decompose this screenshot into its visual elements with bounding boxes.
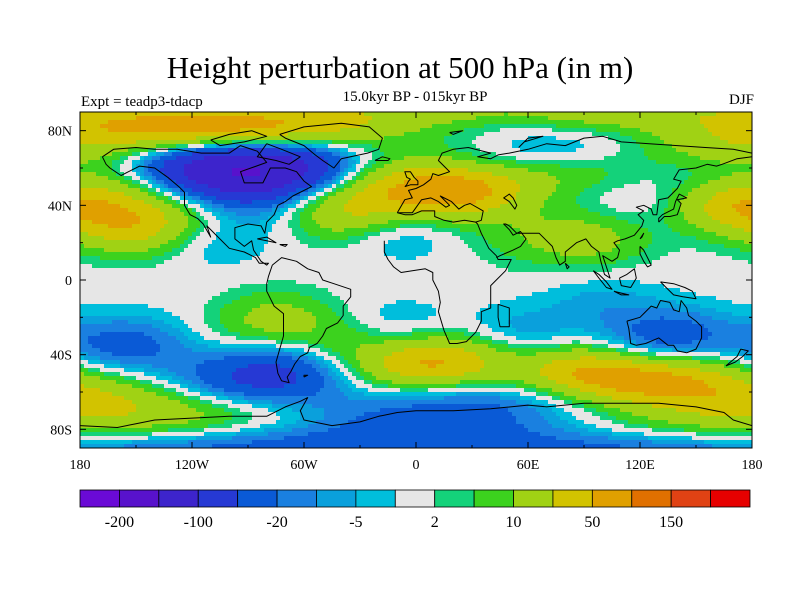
y-tick-label: 40S	[50, 349, 72, 364]
colorbar-label: -20	[266, 514, 287, 531]
colorbar-box	[197, 489, 239, 508]
colorbar-box	[591, 489, 633, 508]
x-tick-label: 180	[742, 458, 763, 473]
coastline-segment	[639, 232, 645, 240]
colorbar-box	[631, 489, 672, 508]
coastline-segment	[257, 236, 277, 244]
x-tick-label: 0	[413, 458, 420, 473]
coastline-segment	[374, 156, 391, 161]
colorbar-box	[434, 489, 475, 508]
experiment-label: Expt = teadp3-tdacp	[81, 94, 203, 110]
coastline-segment	[639, 246, 652, 268]
y-tick-label: 40N	[48, 199, 72, 214]
y-tick-label: 80N	[48, 125, 72, 140]
coastline-segment	[592, 270, 613, 290]
colorbar-label: -5	[349, 514, 362, 531]
colorbar-box	[276, 489, 317, 508]
colorbar-box	[237, 489, 278, 508]
coastline-segment	[660, 281, 697, 300]
colorbar-box	[355, 489, 396, 508]
colorbar-box	[513, 489, 554, 508]
colorbar-label: -200	[105, 514, 134, 531]
x-tick-label: 120W	[175, 458, 210, 473]
colorbar-label: 2	[431, 514, 439, 531]
coastline-segment	[497, 303, 510, 328]
colorbar-box	[394, 489, 436, 508]
colorbar-box	[710, 489, 751, 508]
coastline-segment	[256, 143, 301, 165]
y-tick-label: 80S	[50, 423, 72, 438]
coastline-segment	[266, 257, 352, 384]
coastline-segment	[279, 244, 288, 247]
coastline-segment	[619, 268, 637, 288]
x-tick-label: 180	[70, 458, 91, 473]
coastline-segment	[303, 374, 309, 378]
colorbar-box	[79, 489, 120, 508]
coastline-segment	[101, 145, 312, 266]
coastline-segment	[564, 262, 570, 270]
coastline-segment	[658, 193, 688, 223]
coastline-segment	[80, 397, 752, 428]
coastline-segment	[503, 193, 518, 210]
coastline-segment	[383, 221, 512, 344]
x-tick-label: 120E	[625, 458, 655, 473]
colorbar-label: 50	[584, 514, 600, 531]
coastline-segment	[613, 290, 630, 296]
colorbar-box	[158, 489, 199, 508]
x-tick-label: 60W	[290, 458, 318, 473]
coastline-segment	[210, 130, 268, 147]
coastline-segment	[725, 348, 749, 367]
coastline-segment	[397, 195, 484, 223]
coastlines	[80, 122, 752, 428]
colorbar-box	[552, 489, 593, 508]
coastline-segment	[396, 135, 752, 214]
coastline-segment	[626, 300, 703, 354]
colorbar-box	[316, 489, 357, 508]
height-field	[80, 112, 752, 448]
colorbar-box	[119, 489, 160, 508]
colorbar-label: 10	[506, 514, 522, 531]
map-title: Height perturbation at 500 hPa (in m)	[166, 50, 634, 85]
colorbar-label: 150	[659, 514, 683, 531]
coastline-segment	[449, 130, 464, 135]
colorbar-box	[473, 489, 514, 508]
colorbar-label: -100	[184, 514, 213, 531]
y-tick-label: 0	[65, 274, 72, 289]
coastline-segment	[518, 135, 544, 148]
colorbar	[79, 489, 751, 508]
coastline-segment	[496, 156, 752, 279]
colorbar-box	[670, 489, 711, 508]
x-tick-label: 60E	[517, 458, 540, 473]
coastline-segment	[404, 171, 419, 188]
season-label: DJF	[728, 92, 754, 108]
coastline-segment	[279, 122, 383, 169]
map-subtitle: 15.0kyr BP - 015kyr BP	[342, 89, 488, 105]
